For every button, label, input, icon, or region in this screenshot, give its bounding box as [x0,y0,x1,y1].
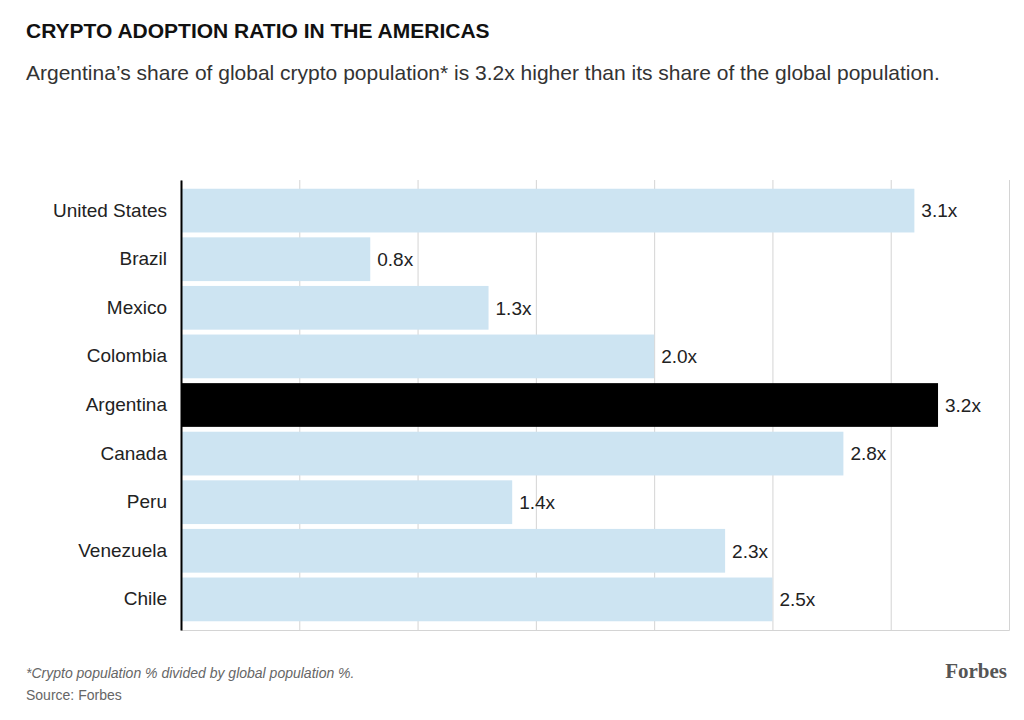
y-tick: Argentina [86,394,181,415]
x-axis-line [182,180,1010,631]
category-label: Brazil [119,248,167,269]
data-label: 2.0x [661,346,697,367]
data-label: 2.8x [850,443,886,464]
data-label: 3.2x [945,395,981,416]
title: CRYPTO ADOPTION RATIO IN THE AMERICAS [26,19,490,42]
subtitle-line: Argentina’s share of global crypto popul… [26,61,940,84]
y-tick: Venezuela [78,540,181,561]
category-label: United States [53,200,167,221]
bar [181,335,654,379]
bar [181,432,843,476]
category-label: Venezuela [78,540,167,561]
y-tick: Canada [100,443,181,464]
grid-line [181,180,182,630]
y-tick: Brazil [119,248,181,269]
grid-line [1009,180,1010,630]
data-label: 3.1x [921,200,957,221]
x-axis [182,180,1010,631]
bar [181,578,772,622]
category-label: Colombia [87,345,168,366]
bar [181,237,370,281]
bar [181,529,725,573]
y-axis: United States Brazil Mexico Colombia Argenti… [53,181,182,631]
y-axis-line [181,181,183,631]
logo: Forbes [945,659,1007,683]
bar [181,189,914,233]
data-label: 2.3x [732,541,768,562]
x-tick [181,180,182,630]
subtitle: Argentina’s share of global crypto popul… [26,61,940,84]
data-label: 0.8x [377,249,413,270]
bar [181,286,489,330]
bar [181,480,512,524]
category-label: Argentina [86,394,168,415]
data-label: 1.3x [496,298,532,319]
data-label: 1.4x [519,492,555,513]
category-label: Mexico [107,297,167,318]
chart: CRYPTO ADOPTION RATIO IN THE AMERICAS Arg… [0,0,1024,720]
y-tick: Mexico [107,297,181,318]
y-tick: United States [53,200,181,221]
data-label: 2.5x [779,589,815,610]
y-tick: Chile [124,588,181,609]
y-tick: Peru [127,491,181,512]
y-tick: Colombia [87,345,181,366]
category-label: Canada [100,443,167,464]
x-tick [1009,180,1010,630]
bar [181,383,938,427]
data-labels: 3.1x 0.8x 1.3x 2.0x 3.2x 2.8x 1.4x 2.3x 2.5x [377,200,981,610]
source: Source: Forbes [26,687,122,703]
category-label: Chile [124,588,167,609]
footnote: *Crypto population % divided by global p… [26,665,354,681]
category-label: Peru [127,491,167,512]
bars [181,189,938,622]
